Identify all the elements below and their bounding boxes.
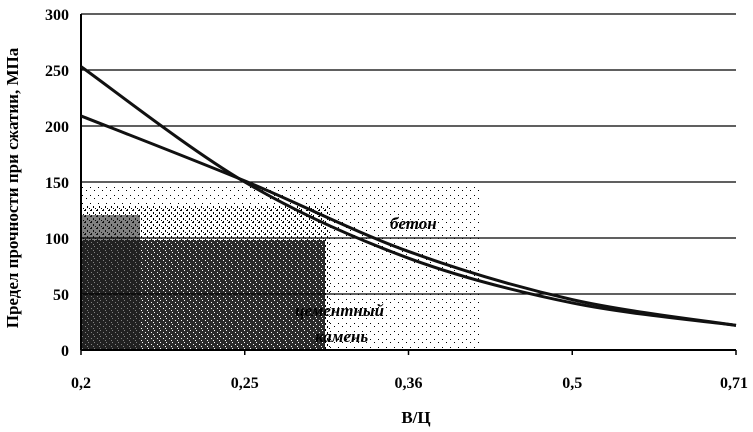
x-axis-title: В/Ц: [401, 408, 430, 427]
y-tick-label: 300: [45, 7, 69, 24]
texture-dark: [80, 215, 140, 350]
y-tick-labels: 0 50 100 150 200 250 300: [45, 7, 69, 360]
y-tick-label: 50: [53, 287, 69, 304]
y-tick-label: 200: [45, 119, 69, 136]
series-line-0: [80, 65, 737, 327]
y-tick-label: 100: [45, 231, 69, 248]
x-tick-label: 0,2: [71, 375, 91, 392]
series-label-stone: камень: [315, 327, 368, 346]
series-label-cement: цементный: [295, 301, 384, 320]
x-tick-label: 0,71: [720, 375, 748, 392]
series-lines: [80, 65, 737, 327]
x-tick-label: 0,5: [562, 375, 582, 392]
y-tick-label: 250: [45, 63, 69, 80]
series-line-1: [80, 114, 737, 327]
background-texture: [80, 185, 480, 350]
series-label-beton: бетон: [390, 214, 437, 233]
y-tick-label: 0: [61, 343, 69, 360]
x-tick-label: 0,36: [395, 375, 423, 392]
y-axis-title: Предел прочности при сжатии, МПа: [3, 47, 22, 328]
y-tick-label: 150: [45, 175, 69, 192]
x-tick-labels: 0,2 0,25 0,36 0,5 0,71: [71, 350, 748, 392]
x-tick-label: 0,25: [231, 375, 259, 392]
